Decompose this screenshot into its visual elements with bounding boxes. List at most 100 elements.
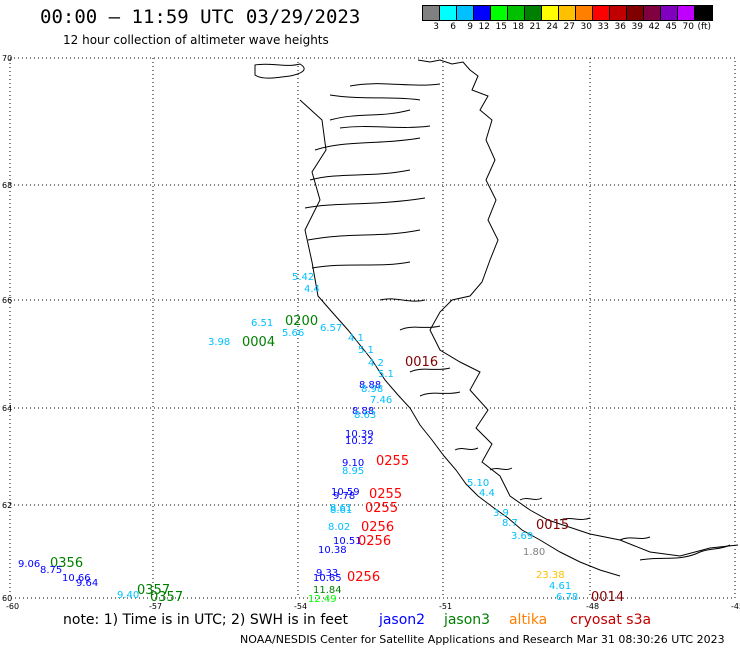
pass-time-label: 0255 xyxy=(369,487,402,502)
wave-height-label: 1.80 xyxy=(523,547,545,558)
wave-height-label: 3.98 xyxy=(208,337,230,348)
pass-time-label: 0015 xyxy=(536,518,569,533)
latitude-labels: 70 68 66 64 62 60 xyxy=(2,54,12,603)
wave-height-label: 9.64 xyxy=(76,578,98,589)
color-scale-label: 27 xyxy=(563,22,575,32)
pass-time-label: 0255 xyxy=(365,501,398,516)
coastline-segment xyxy=(304,109,426,269)
color-scale-label: 70 xyxy=(682,22,694,32)
lon-tick-label: -48 xyxy=(586,602,599,611)
wave-height-label: 9.40 xyxy=(117,590,139,601)
map-subtitle: 12 hour collection of altimeter wave hei… xyxy=(63,33,329,47)
wave-height-label: 8.61 xyxy=(330,505,352,516)
lon-tick-label: -60 xyxy=(6,602,19,611)
pass-time-label: 0004 xyxy=(242,335,275,350)
pass-time-label: 0255 xyxy=(376,454,409,469)
color-scale-label: 45 xyxy=(665,22,677,32)
coastline-segment xyxy=(379,298,461,397)
coastline-segment xyxy=(254,63,305,79)
wave-height-label: 9.33 xyxy=(316,568,338,579)
coastline-segment xyxy=(329,83,441,129)
lon-tick-label: -54 xyxy=(294,602,307,611)
wave-height-label: 10.51 xyxy=(333,536,362,547)
pass-time-label: 0016 xyxy=(405,355,438,370)
wave-height-label: 9.06 xyxy=(18,559,40,570)
color-swatch xyxy=(610,6,627,20)
color-swatch xyxy=(474,6,491,20)
wave-height-label: 8.61 xyxy=(330,503,352,514)
wave-height-label: 10.38 xyxy=(318,545,347,556)
color-scale-label: 39 xyxy=(631,22,643,32)
wave-height-label: 7.46 xyxy=(370,395,392,406)
lon-tick-label: -51 xyxy=(439,602,452,611)
sat-jason3-label: jason3 xyxy=(443,612,491,628)
pass-time-label: 0356 xyxy=(50,556,83,571)
color-scale-bar xyxy=(422,5,713,21)
wave-height-label: 4.2 xyxy=(368,358,384,369)
wave-height-label: 4.1 xyxy=(348,333,364,344)
wave-height-label: 12.49 xyxy=(308,594,337,605)
wave-height-label: 3.9 xyxy=(493,508,509,519)
pass-time-label: 0357 xyxy=(150,590,183,605)
pass-time-label: 0200 xyxy=(285,314,318,329)
pass-time-label: 0256 xyxy=(347,570,380,585)
lon-tick-label: -57 xyxy=(149,602,162,611)
wave-height-label: 9.78 xyxy=(333,491,355,502)
color-swatch xyxy=(695,6,712,20)
wave-height-label: 10.66 xyxy=(62,573,91,584)
color-scale-label: 18 xyxy=(512,22,524,32)
pass-time-label: 0256 xyxy=(361,520,394,535)
note-text: note: 1) Time is in UTC; 2) SWH is in fe… xyxy=(63,612,349,628)
wave-height-label: 23.38 xyxy=(536,570,565,581)
color-swatch xyxy=(661,6,678,20)
lat-tick-label: 62 xyxy=(2,501,12,510)
wave-height-label: 4.4 xyxy=(479,488,495,499)
wave-height-label: 8.75 xyxy=(40,565,62,576)
longitude-labels: -60 -57 -54 -51 -48 -45 xyxy=(6,602,740,611)
coastline-segment xyxy=(299,99,621,577)
coastline-segment xyxy=(454,447,651,541)
color-swatch xyxy=(576,6,593,20)
wave-height-label: 6.57 xyxy=(320,323,342,334)
color-swatch xyxy=(440,6,457,20)
sat-cryosat-label: cryosat s3a xyxy=(570,612,652,628)
footer-credit: NOAA/NESDIS Center for Satellite Applica… xyxy=(240,633,725,646)
wave-height-label: 8.88 xyxy=(359,380,381,391)
color-scale-label: 30 xyxy=(580,22,592,32)
map-title: 00:00 – 11:59 UTC 03/29/2023 xyxy=(40,6,361,28)
color-scale-labels: 3 6 9 12 15 18 21 24 27 30 33 36 39 42 45 70 (ft) xyxy=(422,22,711,34)
lat-tick-label: 68 xyxy=(2,181,12,190)
color-scale-label: 36 xyxy=(614,22,626,32)
wave-height-label: 5.10 xyxy=(467,478,489,489)
map-frame xyxy=(9,57,736,599)
wave-height-label: 8.95 xyxy=(342,466,364,477)
sat-jason2-label: jason2 xyxy=(378,612,426,628)
wave-height-label: 8.88 xyxy=(352,406,374,417)
pass-time-label: 0357 xyxy=(137,583,170,598)
coastline-segment xyxy=(639,544,731,561)
color-scale-label: 3 xyxy=(433,22,439,32)
color-scale-label: 15 xyxy=(495,22,507,32)
color-scale-label: 6 xyxy=(450,22,456,32)
wave-height-label: 4.61 xyxy=(549,581,571,592)
color-swatch xyxy=(423,6,440,20)
wave-height-label: 5.1 xyxy=(358,345,374,356)
wave-height-label: 3.69 xyxy=(511,531,533,542)
color-swatch xyxy=(457,6,474,20)
color-swatch xyxy=(644,6,661,20)
sat-altika-label: altika xyxy=(508,612,548,628)
wave-height-label: 8.63 xyxy=(354,410,376,421)
lat-tick-label: 66 xyxy=(2,296,12,305)
color-swatch xyxy=(525,6,542,20)
lat-tick-label: 70 xyxy=(2,54,12,63)
pass-time-label: 0256 xyxy=(358,534,391,549)
color-swatch xyxy=(593,6,610,20)
color-scale-label: 24 xyxy=(546,22,558,32)
color-swatch xyxy=(491,6,508,20)
wave-height-label: 8.02 xyxy=(328,522,350,533)
wave-height-label: 8.7 xyxy=(502,518,518,529)
wave-height-label: 10.59 xyxy=(331,487,360,498)
lat-tick-label: 64 xyxy=(2,404,12,413)
